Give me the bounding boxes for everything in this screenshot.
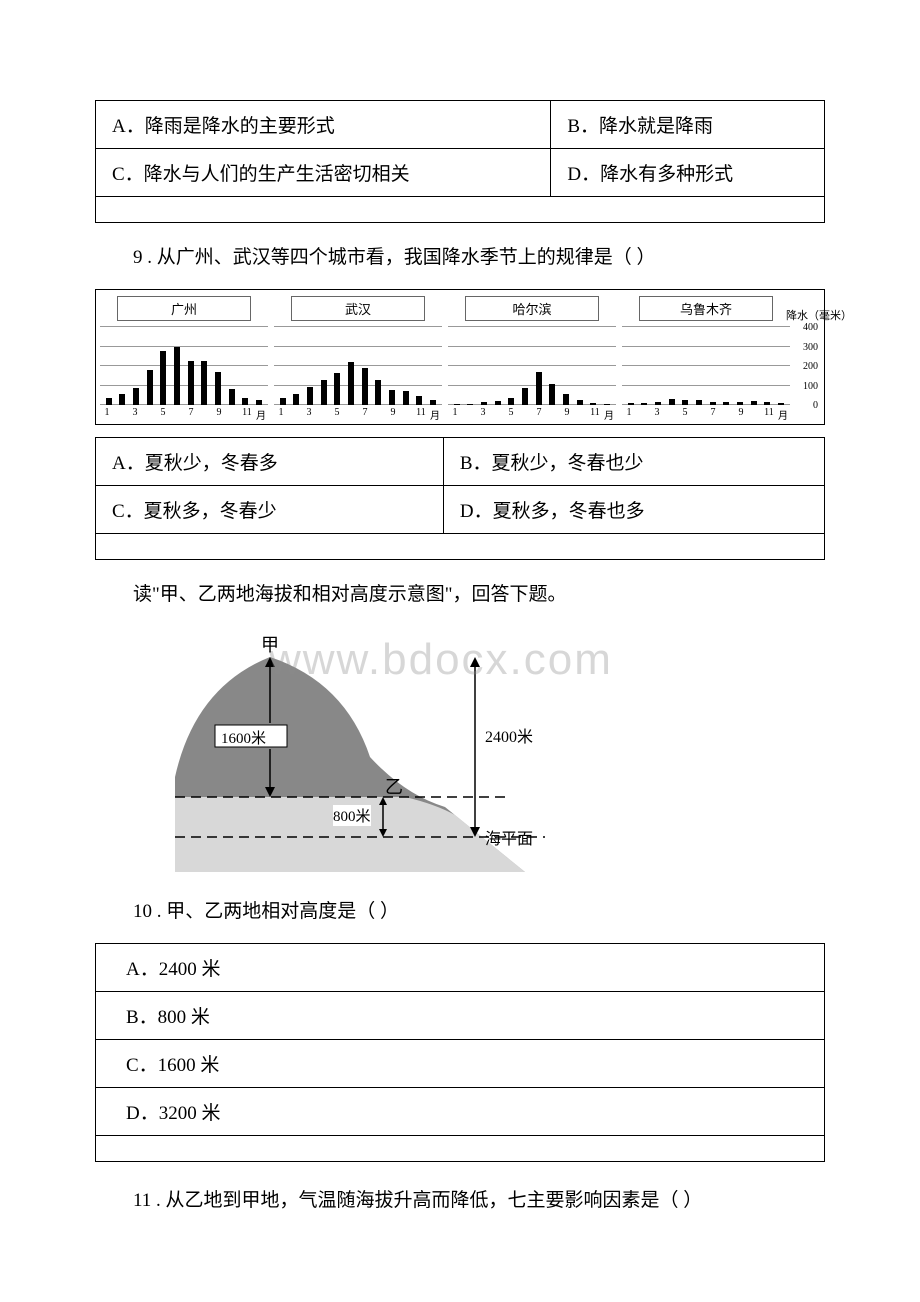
q9-options-table: A．夏秋少，冬春多 B．夏秋少，冬春也少 C．夏秋多，冬春少 D．夏秋多，冬春也… <box>95 437 825 560</box>
bar <box>723 402 729 406</box>
bar <box>454 404 460 405</box>
label-2400: 2400米 <box>485 723 533 747</box>
chart-panel-title: 乌鲁木齐 <box>639 296 773 321</box>
bar <box>119 394 125 406</box>
bar <box>229 389 235 406</box>
chart-panel-title: 哈尔滨 <box>465 296 599 321</box>
y-tick: 200 <box>803 361 818 372</box>
q8-option-b: B．降水就是降雨 <box>551 101 825 149</box>
bar <box>710 402 716 406</box>
bar <box>375 380 381 405</box>
bar <box>737 402 743 406</box>
q9-option-c: C．夏秋多，冬春少 <box>96 486 444 534</box>
bar <box>293 394 299 406</box>
bar <box>778 403 784 405</box>
q11-text: 11 . 从乙地到甲地，气温随海拔升高而降低，七主要影响因素是（ ） <box>95 1186 825 1216</box>
bar <box>590 403 596 405</box>
bar <box>628 403 634 405</box>
bar <box>522 388 528 406</box>
bar <box>133 388 139 406</box>
q10-options-table: A．2400 米 B．800 米 C．1600 米 D．3200 米 <box>95 943 825 1162</box>
bar <box>508 398 514 406</box>
y-tick: 100 <box>803 381 818 392</box>
bar <box>481 402 487 405</box>
label-800: 800米 <box>333 805 371 826</box>
bar <box>563 394 569 406</box>
y-tick: 400 <box>803 322 818 333</box>
bar <box>549 384 555 405</box>
bar <box>604 404 610 405</box>
bar <box>467 404 473 406</box>
q10-option-a: A．2400 米 <box>96 944 825 992</box>
precipitation-chart: 广州1357911月武汉1357911月哈尔滨1357911月乌鲁木齐降水（毫米… <box>95 289 825 425</box>
bar <box>655 402 661 406</box>
bar <box>403 391 409 406</box>
label-jia: 甲 <box>261 631 279 657</box>
elevation-figure: www.bdocx.com 甲 1600米 乙 800米 2400米 海平面 <box>175 627 555 877</box>
chart-panel: 武汉1357911月 <box>274 296 442 422</box>
bar <box>188 361 194 406</box>
bar <box>430 400 436 406</box>
q9-option-d: D．夏秋多，冬春也多 <box>443 486 824 534</box>
chart-panel-title: 广州 <box>117 296 251 321</box>
label-yi: 乙 <box>385 773 403 799</box>
bar <box>106 398 112 406</box>
chart-panel: 广州1357911月 <box>100 296 268 422</box>
bar <box>334 373 340 405</box>
chart-panel-title: 武汉 <box>291 296 425 321</box>
q9-text: 9 . 从广州、武汉等四个城市看，我国降水季节上的规律是（ ） <box>95 243 825 273</box>
bar <box>751 401 757 405</box>
label-1600: 1600米 <box>221 727 266 748</box>
q9-option-a: A．夏秋少，冬春多 <box>96 438 444 486</box>
bar <box>389 390 395 406</box>
bar <box>160 351 166 406</box>
y-axis-title: 降水（毫米） <box>786 307 852 323</box>
bar <box>696 400 702 406</box>
q8-option-a: A．降雨是降水的主要形式 <box>96 101 551 149</box>
chart-panel: 乌鲁木齐降水（毫米）01002003004001357911月 <box>622 296 790 422</box>
bar <box>174 347 180 406</box>
bar <box>321 380 327 405</box>
y-tick: 300 <box>803 342 818 353</box>
bar <box>147 370 153 405</box>
bar <box>307 387 313 406</box>
chart-panel: 哈尔滨1357911月 <box>448 296 616 422</box>
bar <box>682 400 688 406</box>
elevation-intro: 读"甲、乙两地海拔和相对高度示意图"，回答下题。 <box>95 580 825 610</box>
bar <box>256 400 262 406</box>
bar <box>577 400 583 406</box>
bar <box>495 401 501 406</box>
q8-options-table: A．降雨是降水的主要形式 B．降水就是降雨 C．降水与人们的生产生活密切相关 D… <box>95 100 825 223</box>
q8-option-c: C．降水与人们的生产生活密切相关 <box>96 149 551 197</box>
q10-option-c: C．1600 米 <box>96 1040 825 1088</box>
q10-text: 10 . 甲、乙两地相对高度是（ ） <box>95 897 825 927</box>
bar <box>669 399 675 406</box>
bar <box>764 402 770 406</box>
bar <box>348 362 354 406</box>
bar <box>536 372 542 405</box>
bar <box>362 368 368 405</box>
bar <box>280 398 286 406</box>
bar <box>215 372 221 405</box>
bar <box>242 398 248 406</box>
q10-option-d: D．3200 米 <box>96 1088 825 1136</box>
bar <box>641 403 647 405</box>
q10-option-b: B．800 米 <box>96 992 825 1040</box>
bar <box>201 361 207 406</box>
y-tick: 0 <box>813 400 818 411</box>
q8-option-d: D．降水有多种形式 <box>551 149 825 197</box>
label-sea: 海平面 <box>485 825 533 849</box>
q9-option-b: B．夏秋少，冬春也少 <box>443 438 824 486</box>
bar <box>416 396 422 406</box>
